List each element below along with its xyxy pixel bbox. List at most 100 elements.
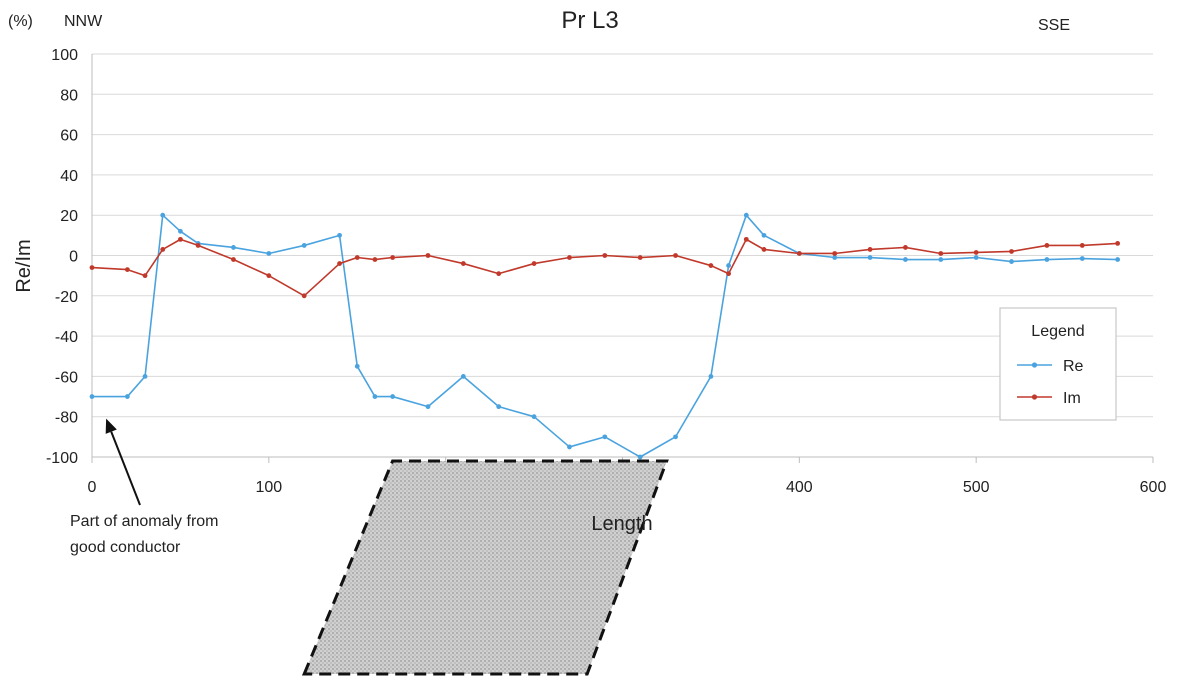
data-point-im <box>266 273 272 279</box>
legend-label-im: Im <box>1063 390 1081 407</box>
data-point-re <box>867 255 873 260</box>
data-point-im <box>195 243 201 248</box>
grid <box>92 53 1153 458</box>
legend: Legend Re Im <box>999 307 1117 421</box>
data-point-im <box>1079 243 1085 248</box>
y-axis-label: Re/Im <box>13 239 35 292</box>
y-tick-label: 20 <box>60 208 78 225</box>
series-line-im <box>91 238 1118 297</box>
data-point-re <box>602 434 608 440</box>
annotation-line-2: good conductor <box>70 539 181 556</box>
legend-box <box>999 307 1117 421</box>
data-point-im <box>602 253 608 258</box>
data-point-re <box>266 251 272 256</box>
data-point-re <box>301 243 307 248</box>
direction-right-label: SSE <box>1038 17 1070 34</box>
data-point-im <box>1115 241 1121 246</box>
y-tick-label: 100 <box>51 47 78 64</box>
data-point-im <box>460 261 466 266</box>
data-point-im <box>832 251 838 256</box>
y-tick-label: -40 <box>55 329 78 346</box>
chart-title: Pr L3 <box>561 7 618 34</box>
data-point-im <box>178 236 183 242</box>
legend-marker-re <box>1031 362 1038 368</box>
data-point-re <box>1044 257 1050 262</box>
data-point-im <box>354 255 360 260</box>
data-point-re <box>761 232 767 238</box>
x-tick-label: 100 <box>255 479 282 496</box>
data-point-re <box>973 255 979 260</box>
data-point-re <box>178 228 183 234</box>
x-tick-label: 600 <box>1140 479 1167 496</box>
data-point-im <box>708 263 714 268</box>
data-point-re <box>124 394 130 399</box>
direction-left-label: NNW <box>64 13 103 30</box>
data-point-im <box>89 265 95 270</box>
legend-label-re: Re <box>1063 358 1084 375</box>
data-point-im <box>142 273 148 279</box>
legend-title: Legend <box>1031 323 1084 340</box>
data-point-im <box>1044 243 1050 248</box>
data-point-re <box>425 404 431 410</box>
data-point-im <box>673 253 678 258</box>
data-point-im <box>425 253 431 258</box>
data-point-im <box>231 257 236 262</box>
x-tick-label: 0 <box>88 479 97 496</box>
data-point-im <box>637 255 643 260</box>
data-point-re <box>832 255 838 260</box>
data-point-im <box>743 236 749 242</box>
data-point-re <box>142 374 148 379</box>
data-point-im <box>372 257 378 262</box>
data-point-re <box>390 394 396 399</box>
data-point-im <box>301 293 307 299</box>
legend-marker-im <box>1031 394 1038 400</box>
annotation: Part of anomaly from good conductor <box>70 418 219 556</box>
data-point-im <box>567 255 572 260</box>
conductor-body-shape <box>301 459 669 676</box>
data-point-im <box>496 271 502 277</box>
data-point-re <box>938 257 944 262</box>
x-tick-label: 400 <box>786 479 813 496</box>
data-point-re <box>743 212 749 218</box>
data-point-im <box>124 267 130 273</box>
data-point-im <box>531 261 537 266</box>
data-point-re <box>726 263 731 268</box>
unit-label: (%) <box>8 13 33 30</box>
y-tick-label: -60 <box>55 369 78 386</box>
annotation-arrow <box>110 431 141 506</box>
data-point-im <box>1009 249 1014 254</box>
y-tick-label: 40 <box>60 168 78 185</box>
data-point-re <box>496 404 502 410</box>
y-tick-label: -100 <box>46 450 78 467</box>
data-point-im <box>337 261 342 266</box>
data-point-im <box>390 255 396 260</box>
y-tick-label: -20 <box>55 289 78 306</box>
conductor-body <box>301 459 669 676</box>
data-point-re <box>337 232 342 238</box>
x-axis-label: Length <box>591 513 652 535</box>
data-point-im <box>726 271 731 277</box>
series-lines <box>89 212 1121 460</box>
data-point-re <box>708 374 714 379</box>
data-point-im <box>973 250 979 255</box>
data-point-im <box>903 245 908 250</box>
annotation-line-1: Part of anomaly from <box>70 513 219 530</box>
x-tick-label: 500 <box>963 479 990 496</box>
data-point-re <box>372 394 378 399</box>
data-point-re <box>637 454 643 460</box>
data-point-re <box>567 444 572 450</box>
y-tick-label: 60 <box>60 128 78 145</box>
data-point-re <box>89 394 95 399</box>
data-point-re <box>460 374 466 379</box>
data-point-re <box>673 434 678 440</box>
data-point-im <box>761 247 767 252</box>
data-point-re <box>1009 259 1014 264</box>
data-point-re <box>1115 257 1121 262</box>
y-tick-label: -80 <box>55 410 78 427</box>
data-point-im <box>938 251 944 256</box>
data-point-im <box>160 247 166 252</box>
data-point-re <box>231 245 236 250</box>
data-point-re <box>1079 256 1085 261</box>
axes <box>91 54 1154 463</box>
